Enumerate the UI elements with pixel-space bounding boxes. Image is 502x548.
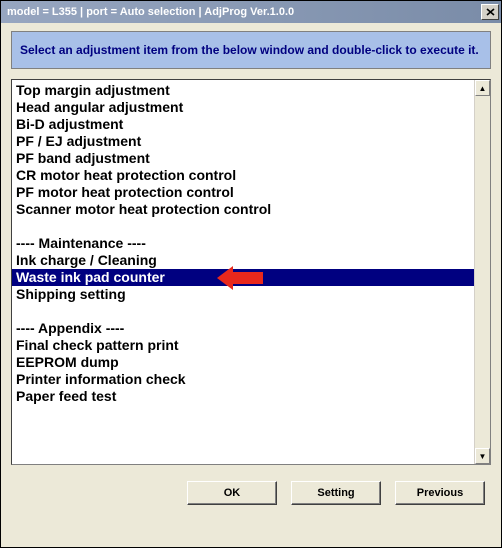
window-title: model = L355 | port = Auto selection | A… bbox=[7, 6, 481, 18]
list-item[interactable]: PF / EJ adjustment bbox=[12, 133, 474, 150]
list-item-selected[interactable]: Waste ink pad counter bbox=[12, 269, 474, 286]
list-item bbox=[12, 303, 474, 320]
list-item bbox=[12, 218, 474, 235]
list-item[interactable]: Paper feed test bbox=[12, 388, 474, 405]
list-item[interactable]: Ink charge / Cleaning bbox=[12, 252, 474, 269]
instruction-text: Select an adjustment item from the below… bbox=[11, 31, 491, 69]
list-item[interactable]: Bi-D adjustment bbox=[12, 116, 474, 133]
content-area: Select an adjustment item from the below… bbox=[1, 23, 501, 547]
list-item[interactable]: EEPROM dump bbox=[12, 354, 474, 371]
list-item[interactable]: Shipping setting bbox=[12, 286, 474, 303]
list-item[interactable]: Final check pattern print bbox=[12, 337, 474, 354]
list-item[interactable]: Head angular adjustment bbox=[12, 99, 474, 116]
main-window: model = L355 | port = Auto selection | A… bbox=[0, 0, 502, 548]
ok-button[interactable]: OK bbox=[187, 481, 277, 505]
close-button[interactable] bbox=[481, 4, 499, 20]
scroll-down-button[interactable]: ▼ bbox=[475, 448, 490, 464]
list-item[interactable]: PF motor heat protection control bbox=[12, 184, 474, 201]
scroll-track[interactable] bbox=[475, 96, 490, 448]
list-item[interactable]: CR motor heat protection control bbox=[12, 167, 474, 184]
button-row: OK Setting Previous bbox=[11, 475, 491, 509]
list-item[interactable]: ---- Appendix ---- bbox=[12, 320, 474, 337]
list-item[interactable]: ---- Maintenance ---- bbox=[12, 235, 474, 252]
titlebar: model = L355 | port = Auto selection | A… bbox=[1, 1, 501, 23]
list-item[interactable]: Scanner motor heat protection control bbox=[12, 201, 474, 218]
list-container: Top margin adjustmentHead angular adjust… bbox=[11, 79, 491, 465]
setting-button[interactable]: Setting bbox=[291, 481, 381, 505]
adjustment-list[interactable]: Top margin adjustmentHead angular adjust… bbox=[12, 80, 474, 464]
list-item[interactable]: PF band adjustment bbox=[12, 150, 474, 167]
scrollbar[interactable]: ▲ ▼ bbox=[474, 80, 490, 464]
list-item[interactable]: Printer information check bbox=[12, 371, 474, 388]
previous-button[interactable]: Previous bbox=[395, 481, 485, 505]
list-item[interactable]: Top margin adjustment bbox=[12, 82, 474, 99]
close-icon bbox=[486, 8, 495, 16]
scroll-up-button[interactable]: ▲ bbox=[475, 80, 490, 96]
